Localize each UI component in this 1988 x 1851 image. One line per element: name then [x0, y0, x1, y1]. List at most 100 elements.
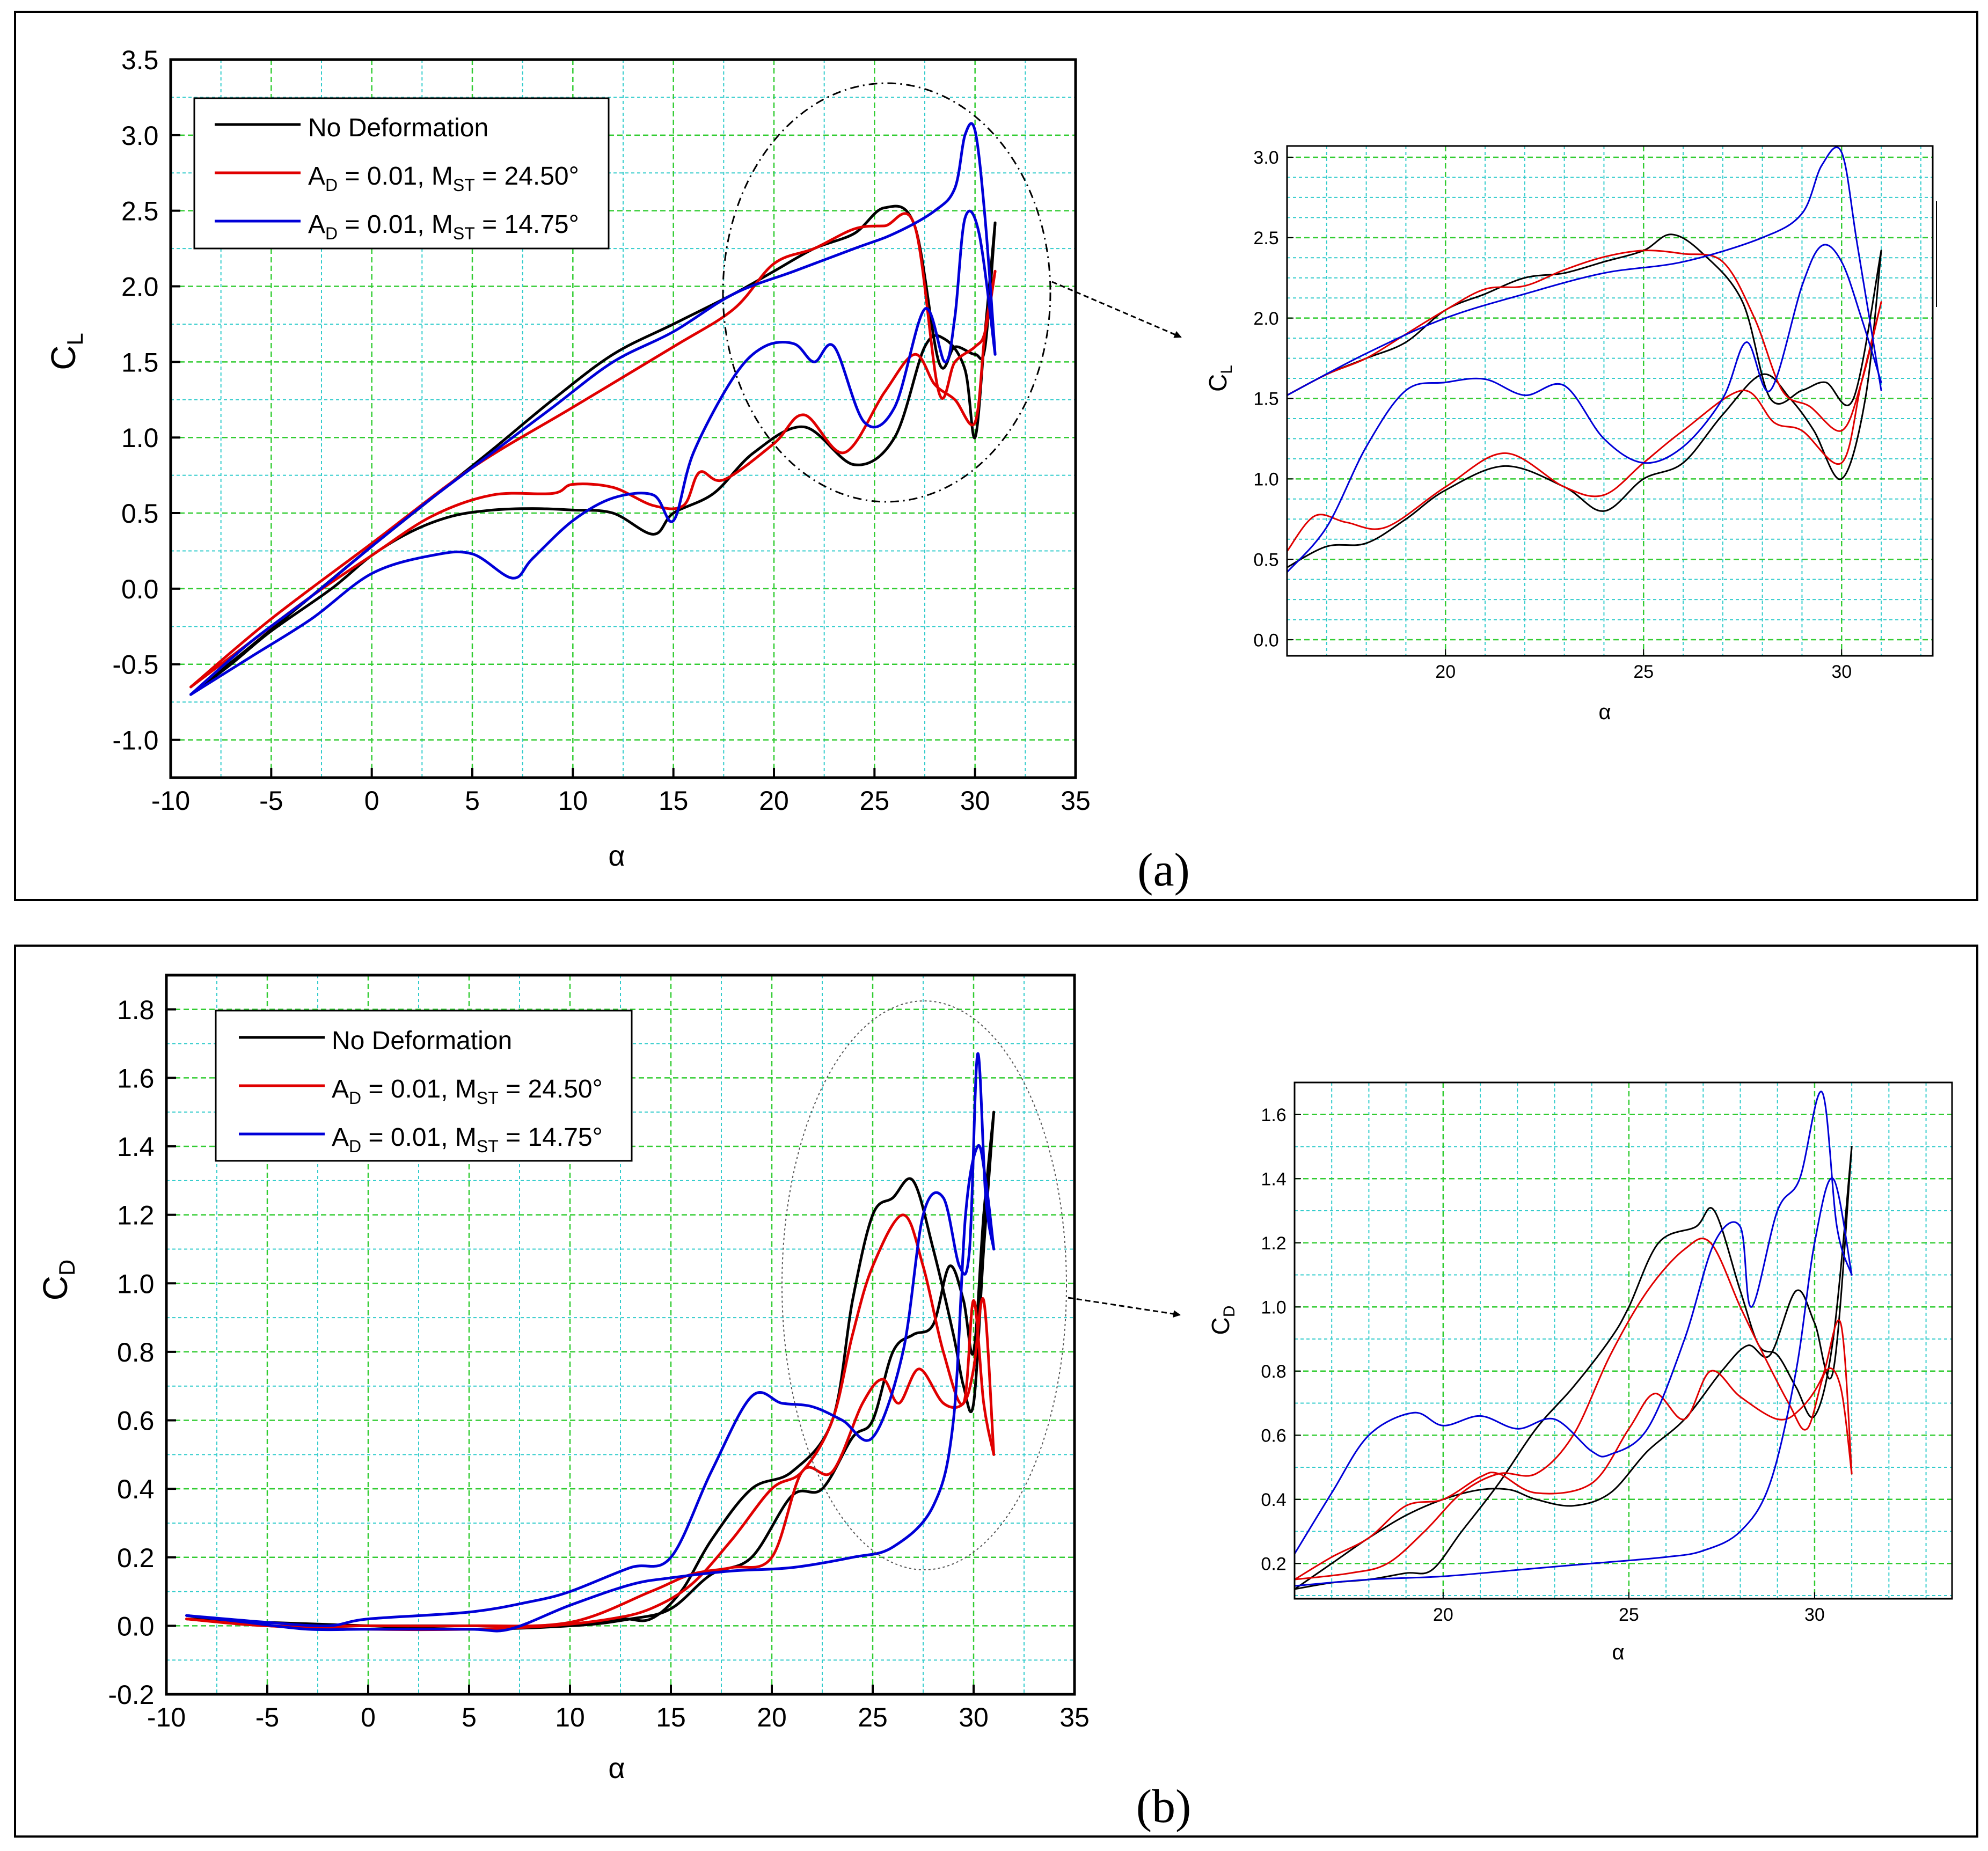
axis-ticks	[165, 1008, 1076, 1695]
series-line-a-d-0-01-m-st-14-75--branch-1	[1287, 147, 1882, 396]
series-line-a-d-0-01-m-st-24-50--branch-0	[1295, 1238, 1853, 1581]
x-tick-label: 20	[757, 1702, 787, 1732]
series-line-a-d-0-01-m-st-14-75--branch-0	[1295, 1091, 1853, 1555]
x-tick-label: 30	[960, 786, 990, 816]
y-tick-labels: -0.2 0.0 0.2 0.4 0.6 0.8 1.0 1.2 1.4 1.6 1.8	[108, 995, 154, 1710]
y-tick-label: 1.5	[121, 347, 159, 377]
panel-b-label: (b)	[1136, 1781, 1192, 1833]
series-lines	[185, 1052, 996, 1633]
legend-label-no-deformation: No Deformation	[332, 1027, 512, 1055]
x-tick-label: -5	[259, 786, 283, 816]
series-line-no-deformation-branch-1	[1287, 233, 1882, 406]
series-line-no-deformation-branch-0	[1295, 1146, 1853, 1590]
y-tick-label: 1.0	[1261, 1298, 1286, 1318]
data-series	[189, 122, 997, 696]
panel-b-inset-chart: 20 25 30 0.2 0.4 0.6 0.8 1.0 1.2 1.4 1.6 α CD	[1207, 1081, 1953, 1664]
x-tick-label: 30	[959, 1702, 989, 1732]
x-tick-label: 10	[558, 786, 588, 816]
x-tick-label: -5	[255, 1702, 279, 1732]
y-axis-label: CD	[36, 1260, 79, 1301]
plot-frame	[1286, 145, 1934, 657]
x-tick-label: 5	[465, 786, 480, 816]
x-tick-labels: -10 -5 0 5 10 15 20 25 30 35	[147, 1702, 1090, 1732]
x-tick-label: 25	[858, 1702, 888, 1732]
x-tick-label: 0	[361, 1702, 376, 1732]
y-axis-label: CL	[44, 333, 87, 370]
series-lines	[1295, 1091, 1853, 1590]
panel-a-frame	[14, 11, 1978, 901]
x-tick-label: 0	[364, 786, 379, 816]
legend: No Deformation AD = 0.01, MST = 24.50° A…	[215, 1009, 633, 1162]
y-axis-label: CD	[1207, 1306, 1238, 1335]
y-tick-label: 3.0	[1253, 148, 1278, 168]
series-line-a-d-0-01-m-st-14-75--branch-1	[1295, 1177, 1853, 1587]
plot-frame	[1293, 1081, 1953, 1600]
y-tick-label: 2.5	[1253, 228, 1278, 248]
y-tick-label: 1.2	[1261, 1233, 1286, 1254]
y-tick-labels: -1.0 -0.5 0.0 0.5 1.0 1.5 2.0 2.5 3.0 3.5	[112, 45, 158, 756]
panel-a-inset-chart: 20 25 30 0.0 0.5 1.0 1.5 2.0 2.5 3.0 α CL	[1204, 145, 1934, 724]
legend-label-24-50: AD = 0.01, MST = 24.50°	[332, 1075, 603, 1108]
series-line-a-d-0-01-m-st-14-75--branch-0	[1287, 244, 1882, 573]
x-tick-label: 35	[1061, 786, 1091, 816]
x-tick-label: 30	[1831, 662, 1852, 682]
zoom-arrow	[1068, 1297, 1181, 1318]
x-tick-label: 10	[555, 1702, 585, 1732]
y-tick-label: 0.0	[1253, 630, 1278, 650]
series-line-a-d-0-01-m-st-14-75--branch-0	[189, 209, 997, 696]
y-tick-label: 1.2	[117, 1201, 155, 1231]
y-tick-label: 2.0	[1253, 309, 1278, 329]
series-line-a-d-0-01-m-st-24-50--branch-0	[189, 269, 997, 689]
y-tick-label: 0.5	[1253, 550, 1278, 570]
y-axis-label: CL	[1204, 365, 1236, 392]
y-tick-label: 0.4	[1261, 1490, 1286, 1510]
x-tick-label: 5	[462, 1702, 477, 1732]
zoom-region-ellipse	[722, 82, 1051, 503]
plot-frame	[165, 974, 1076, 1696]
y-tick-label: 2.5	[121, 196, 159, 226]
y-tick-label: 0.5	[121, 499, 159, 529]
series-line-a-d-0-01-m-st-14-75--branch-1	[189, 122, 997, 696]
y-tick-label: 3.0	[121, 121, 159, 151]
x-tick-label: -10	[151, 786, 190, 816]
series-line-a-d-0-01-m-st-14-75--branch-1	[185, 1144, 996, 1633]
y-tick-label: 0.0	[121, 574, 159, 604]
x-tick-label: 35	[1059, 1702, 1090, 1732]
axis-ticks	[1287, 156, 1843, 656]
y-tick-label: 0.2	[1261, 1554, 1286, 1575]
panel-b-frame	[14, 945, 1978, 1838]
data-series	[185, 1052, 996, 1633]
series-line-a-d-0-01-m-st-24-50--branch-1	[189, 212, 997, 689]
axis-ticks	[170, 58, 1077, 778]
y-tick-label: 0.4	[117, 1474, 155, 1504]
series-line-a-d-0-01-m-st-24-50--branch-1	[185, 1297, 996, 1628]
y-tick-label: 1.0	[1253, 470, 1278, 490]
x-axis-label: α	[608, 840, 625, 872]
y-tick-label: 0.8	[1261, 1362, 1286, 1382]
gridlines	[1294, 1082, 1952, 1599]
series-lines	[189, 122, 997, 696]
x-tick-label: 25	[860, 786, 890, 816]
y-tick-label: 1.6	[117, 1063, 155, 1093]
x-axis-label: α	[1612, 1641, 1624, 1664]
y-tick-label: 3.5	[121, 45, 159, 75]
x-tick-label: 20	[1435, 662, 1456, 682]
y-tick-label: 2.0	[121, 272, 159, 302]
x-axis-label: α	[608, 1752, 625, 1784]
y-tick-label: 1.6	[1261, 1105, 1286, 1125]
panel-b-main-chart: -10 -5 0 5 10 15 20 25 30 35 -0.2 0.0 0.2 0.4 0.6 0.8 1…	[36, 974, 1090, 1784]
legend-label-24-50: AD = 0.01, MST = 24.50°	[308, 162, 579, 195]
panel-a-label: (a)	[1137, 844, 1190, 896]
series-line-no-deformation-branch-1	[185, 1110, 996, 1628]
zoom-arrow	[1051, 281, 1182, 338]
x-tick-label: -10	[147, 1702, 186, 1732]
y-tick-label: 0.0	[117, 1611, 155, 1641]
series-line-a-d-0-01-m-st-24-50--branch-0	[1287, 301, 1882, 552]
gridlines	[1287, 146, 1933, 656]
series-lines	[1287, 147, 1882, 573]
data-series	[1295, 1091, 1853, 1590]
x-tick-label: 25	[1633, 662, 1654, 682]
y-tick-label: -1.0	[112, 726, 158, 756]
plot-frame	[169, 58, 1077, 779]
